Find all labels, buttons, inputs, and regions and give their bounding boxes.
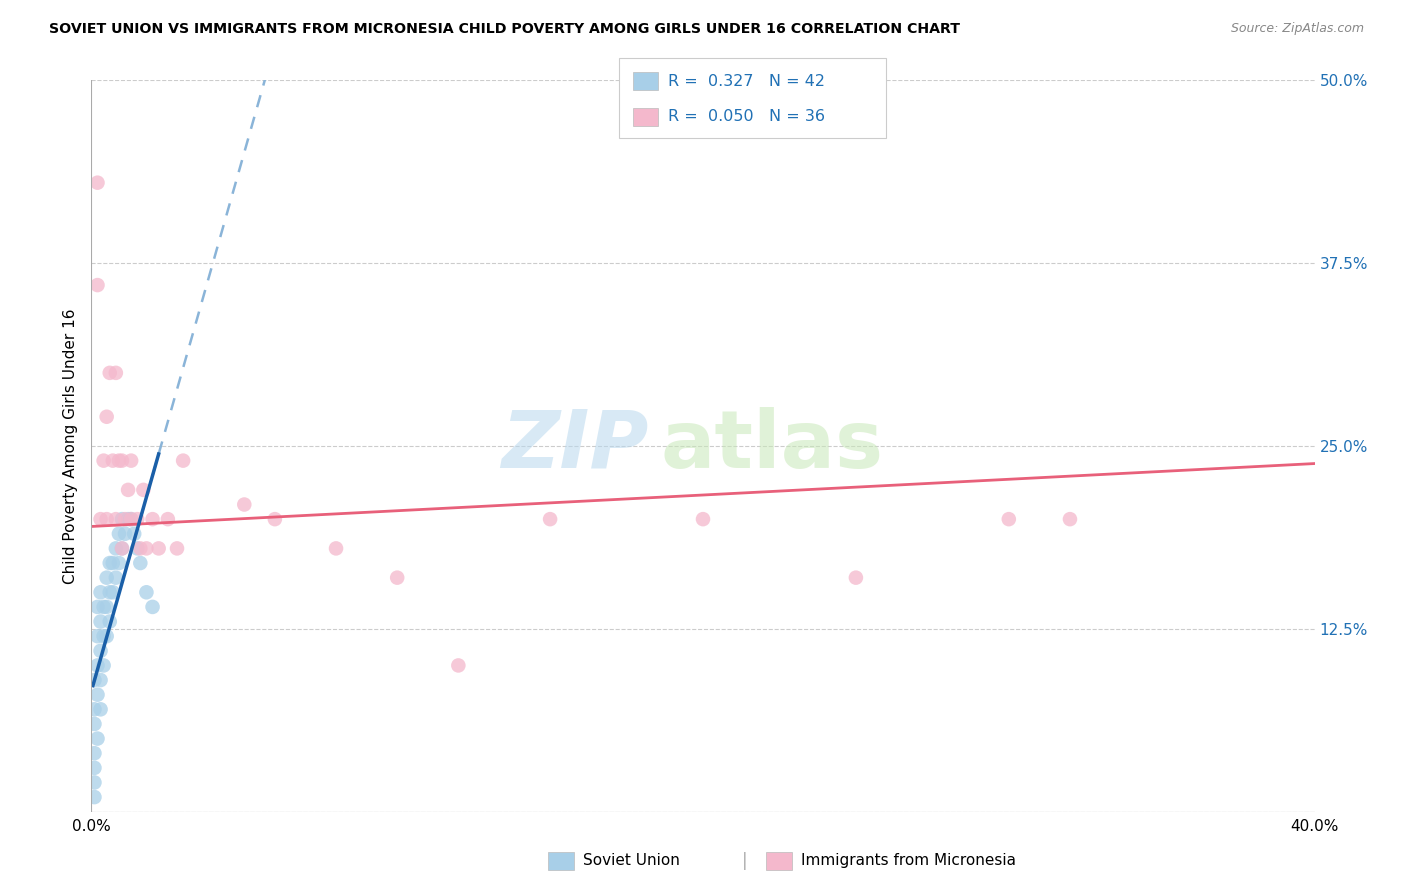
Point xyxy=(117,512,139,526)
Point xyxy=(101,453,124,467)
Point xyxy=(129,556,152,570)
Point xyxy=(90,585,112,599)
Point xyxy=(90,702,112,716)
Point xyxy=(264,512,287,526)
Point xyxy=(104,512,127,526)
Point xyxy=(93,658,115,673)
Point xyxy=(117,483,139,497)
Point xyxy=(135,541,157,556)
Point xyxy=(111,453,134,467)
Point xyxy=(83,673,105,687)
Point xyxy=(90,673,112,687)
Point xyxy=(96,512,118,526)
Text: SOVIET UNION VS IMMIGRANTS FROM MICRONESIA CHILD POVERTY AMONG GIRLS UNDER 16 CO: SOVIET UNION VS IMMIGRANTS FROM MICRONES… xyxy=(49,22,960,37)
Point xyxy=(447,658,470,673)
Point xyxy=(98,615,121,629)
Point xyxy=(98,366,121,380)
Text: |: | xyxy=(742,852,748,870)
Point xyxy=(233,498,256,512)
Point xyxy=(141,512,163,526)
Point xyxy=(101,556,124,570)
Point xyxy=(83,746,105,760)
Text: ZIP: ZIP xyxy=(501,407,648,485)
Text: R =  0.050   N = 36: R = 0.050 N = 36 xyxy=(668,110,825,124)
Point xyxy=(692,512,714,526)
Point xyxy=(86,629,108,643)
Point xyxy=(83,702,105,716)
Point xyxy=(86,688,108,702)
Point xyxy=(104,366,127,380)
Point xyxy=(172,453,194,467)
Point xyxy=(108,453,131,467)
Point xyxy=(127,541,149,556)
Point xyxy=(108,526,131,541)
Point xyxy=(90,615,112,629)
Point xyxy=(98,556,121,570)
Point xyxy=(104,541,127,556)
Point xyxy=(93,599,115,614)
Point xyxy=(86,278,108,293)
Point xyxy=(96,599,118,614)
Text: Source: ZipAtlas.com: Source: ZipAtlas.com xyxy=(1230,22,1364,36)
Point xyxy=(96,409,118,424)
Point xyxy=(114,526,136,541)
Point xyxy=(86,176,108,190)
Y-axis label: Child Poverty Among Girls Under 16: Child Poverty Among Girls Under 16 xyxy=(63,309,79,583)
Point xyxy=(120,512,142,526)
Point xyxy=(86,599,108,614)
Point xyxy=(101,585,124,599)
Text: Immigrants from Micronesia: Immigrants from Micronesia xyxy=(801,854,1017,868)
Point xyxy=(166,541,188,556)
Point xyxy=(141,599,163,614)
Point xyxy=(156,512,179,526)
Text: Soviet Union: Soviet Union xyxy=(583,854,681,868)
Point xyxy=(998,512,1021,526)
Point xyxy=(127,512,149,526)
Point xyxy=(111,541,134,556)
Point xyxy=(108,556,131,570)
Point xyxy=(122,526,145,541)
Text: atlas: atlas xyxy=(661,407,883,485)
Point xyxy=(83,775,105,789)
Point xyxy=(120,512,142,526)
Point xyxy=(120,453,142,467)
Point xyxy=(96,629,118,643)
Point xyxy=(83,790,105,805)
Point xyxy=(83,717,105,731)
Point xyxy=(148,541,170,556)
Point xyxy=(96,571,118,585)
Point xyxy=(93,629,115,643)
Point xyxy=(104,571,127,585)
Point xyxy=(83,761,105,775)
Point xyxy=(1059,512,1081,526)
Point xyxy=(98,585,121,599)
Point xyxy=(93,453,115,467)
Point xyxy=(86,658,108,673)
Point xyxy=(90,644,112,658)
Point xyxy=(538,512,561,526)
Point xyxy=(129,541,152,556)
Point xyxy=(135,585,157,599)
Point xyxy=(111,541,134,556)
Point xyxy=(385,571,409,585)
Point xyxy=(86,731,108,746)
Point xyxy=(325,541,347,556)
Text: R =  0.327   N = 42: R = 0.327 N = 42 xyxy=(668,74,825,88)
Point xyxy=(111,512,134,526)
Point xyxy=(114,512,136,526)
Point xyxy=(90,512,112,526)
Point xyxy=(132,483,155,497)
Point xyxy=(845,571,868,585)
